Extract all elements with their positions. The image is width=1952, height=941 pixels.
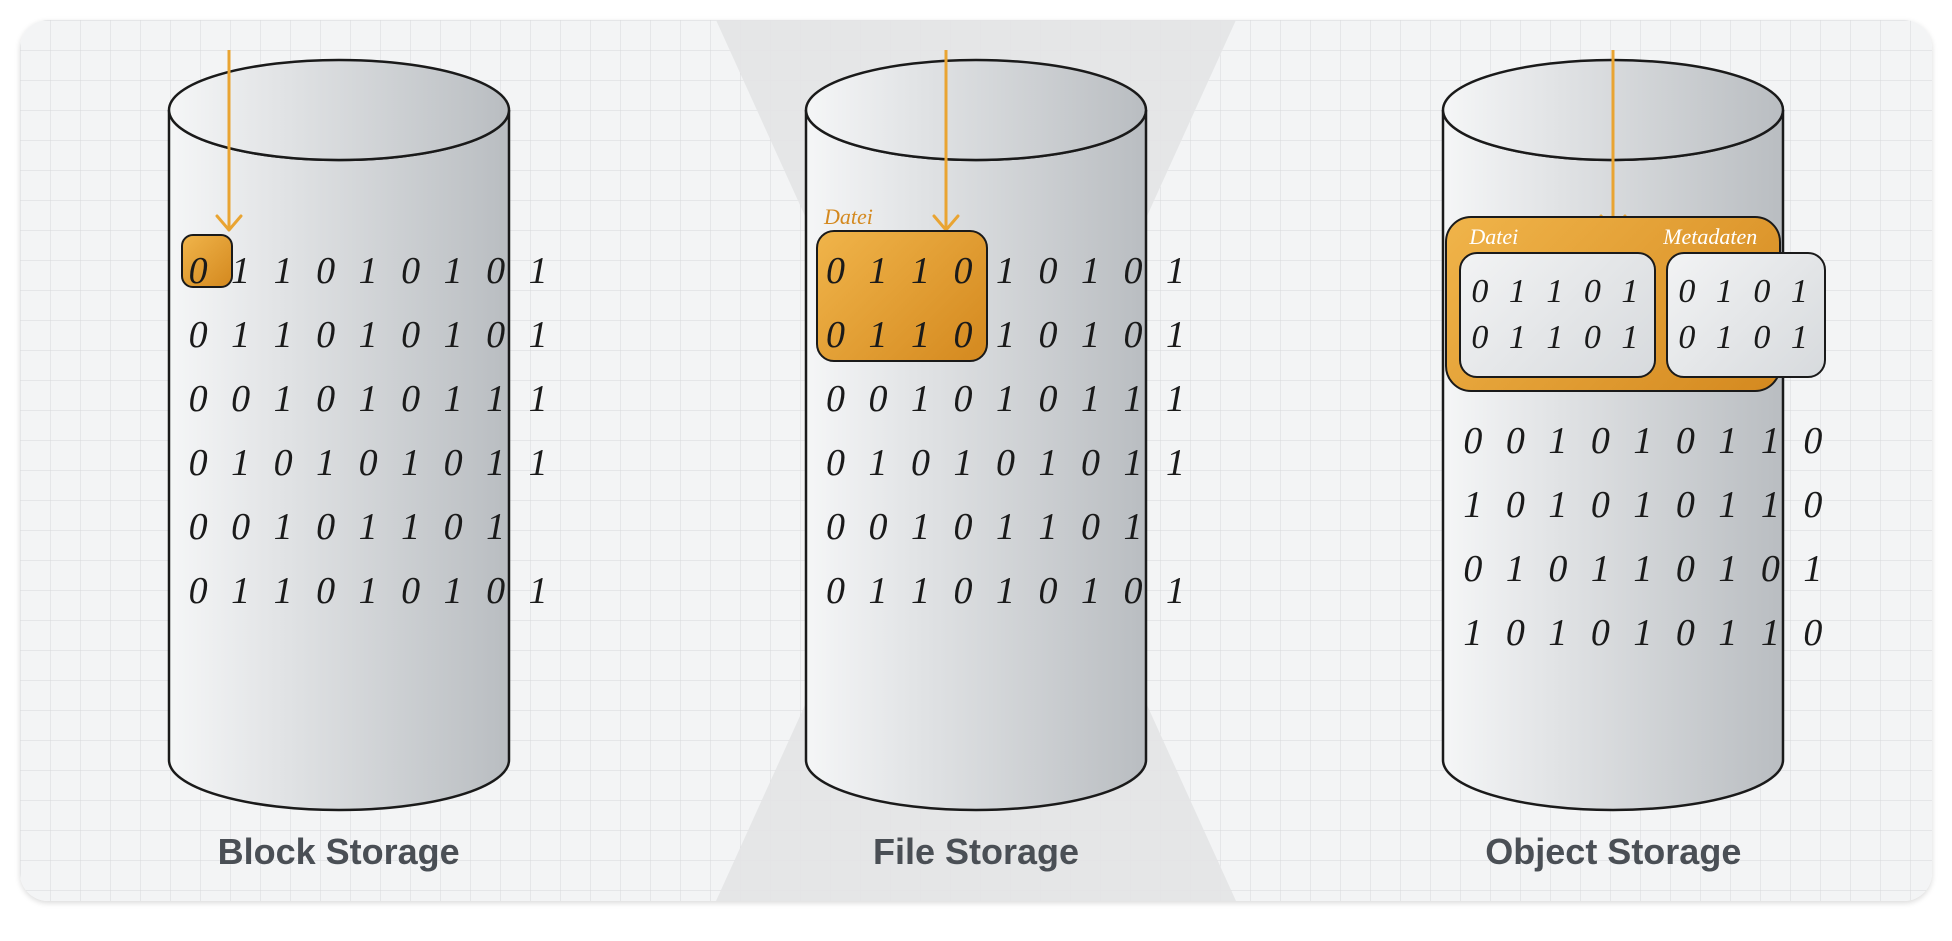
binary-line: 0 1 0 1 1 0 1 0 1	[1463, 550, 1763, 588]
cylinder-file: Datei0 1 1 0 1 0 1 0 10 1 1 0 1 0 1 0 10…	[796, 50, 1156, 810]
binary-lines: 0 1 1 0 1 0 1 0 1 0 1 1 0 1 0 1 0 1 0 0 1 …	[189, 252, 489, 610]
panel-block: Block Storage0 1 1 0 1 0 1 0 10 1 1 0 1 …	[20, 20, 657, 901]
binary-line: 0 1 1 0 1 0 1 0 1	[189, 316, 489, 354]
binary-line: 0 1 1 0 1 0 1 0 1	[826, 316, 1126, 354]
binary-line: 1 0 1 0 1 0 1 1 0	[1463, 614, 1763, 652]
cylinder-object: DateiMetadaten0 1 1 0 10 1 1 0 10 1 0 10…	[1433, 50, 1793, 810]
binary-line: 0 0 1 0 1 1 0 1	[189, 508, 489, 546]
binary-line: 0 0 1 0 1 0 1 1 1	[826, 380, 1126, 418]
binary-lines: 0 0 1 0 1 0 1 1 0 1 0 1 0 1 0 1 1 0 0 1 0 …	[1463, 240, 1763, 652]
binary-line: 0 1 1 0 1 0 1 0 1	[826, 572, 1126, 610]
caption-block: Block Storage	[20, 831, 657, 873]
binary-lines: 0 1 1 0 1 0 1 0 1 0 1 1 0 1 0 1 0 1 0 0 1 …	[826, 252, 1126, 610]
panel-object: Object Storage DateiMetadaten0 1 1 0 10 1…	[1295, 20, 1932, 901]
binary-line: 0 0 1 0 1 0 1 1 0	[1463, 422, 1763, 460]
binary-line: 1 0 1 0 1 0 1 1 0	[1463, 486, 1763, 524]
file-highlight-label: Datei	[824, 204, 873, 230]
binary-line: 0 1 0 1 0 1 0 1 1	[189, 444, 489, 482]
cylinder-content-block: 0 1 1 0 1 0 1 0 1 0 1 1 0 1 0 1 0 1 0 0 1 …	[189, 240, 489, 750]
panels-row: Block Storage0 1 1 0 1 0 1 0 10 1 1 0 1 …	[20, 20, 1932, 901]
cylinder-block: 0 1 1 0 1 0 1 0 1 0 1 1 0 1 0 1 0 1 0 0 1 …	[159, 50, 519, 810]
binary-line: 0 1 0 1 0 1 0 1 1	[826, 444, 1126, 482]
diagram-canvas: Block Storage0 1 1 0 1 0 1 0 10 1 1 0 1 …	[20, 20, 1932, 901]
binary-line: 0 1 1 0 1 0 1 0 1	[189, 572, 489, 610]
caption-file: File Storage	[657, 831, 1294, 873]
binary-line: 0 1 1 0 1 0 1 0 1	[826, 252, 1126, 290]
cylinder-content-object: DateiMetadaten0 1 1 0 10 1 1 0 10 1 0 10…	[1463, 240, 1763, 750]
panel-file: File StorageDatei0 1 1 0 1 0 1 0 10 1 1 …	[657, 20, 1294, 901]
cylinder-content-file: Datei0 1 1 0 1 0 1 0 10 1 1 0 1 0 1 0 10…	[826, 240, 1126, 750]
binary-line: 0 1 1 0 1 0 1 0 1	[189, 252, 489, 290]
binary-line: 0 0 1 0 1 0 1 1 1	[189, 380, 489, 418]
caption-object: Object Storage	[1295, 831, 1932, 873]
binary-line: 0 0 1 0 1 1 0 1	[826, 508, 1126, 546]
